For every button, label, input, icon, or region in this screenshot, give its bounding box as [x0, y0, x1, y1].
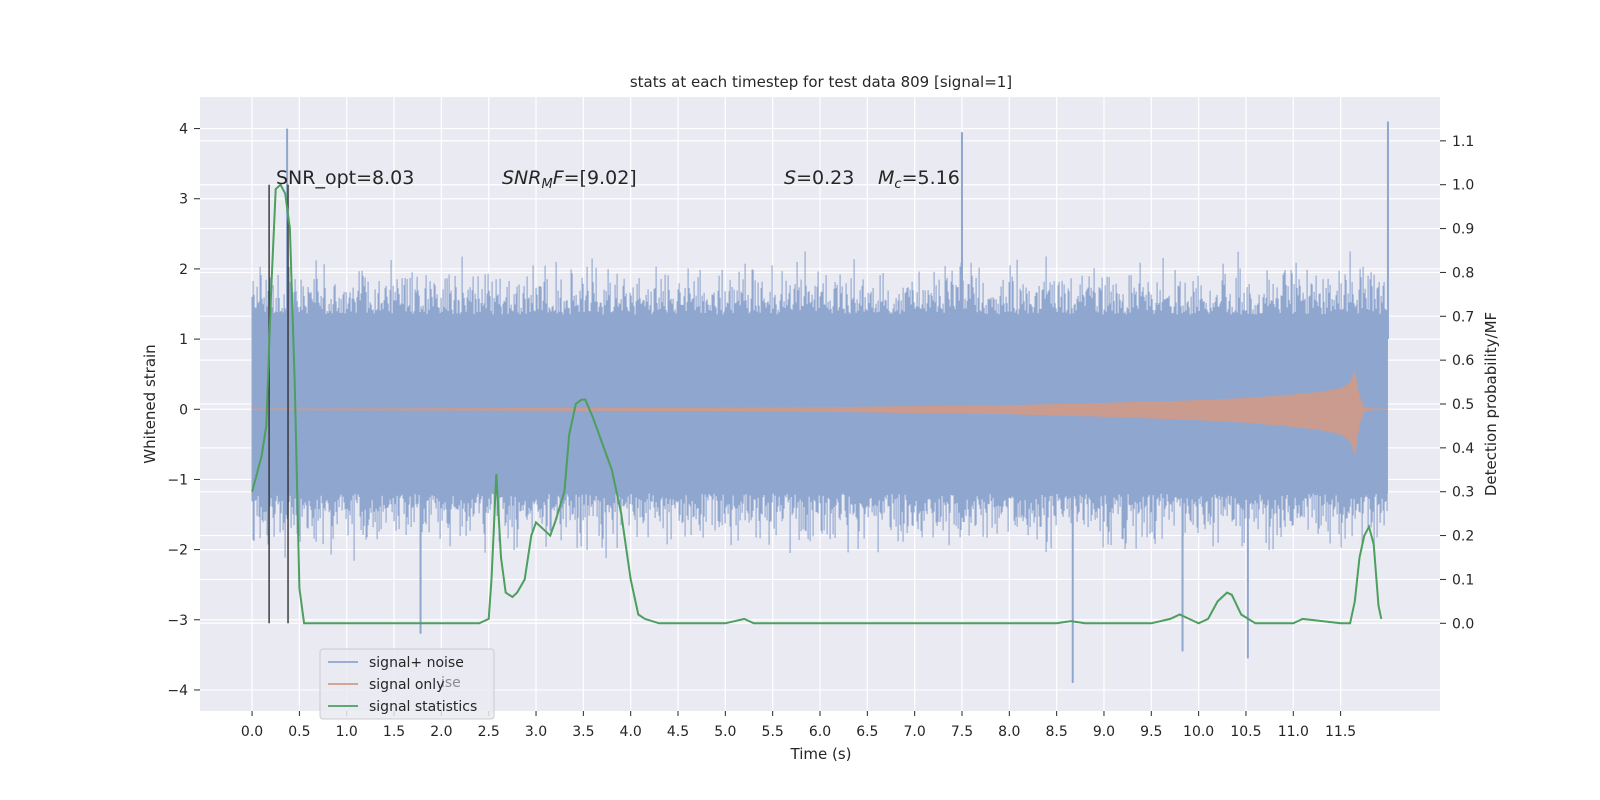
annotation-s: S=0.23: [784, 167, 854, 189]
legend-label-signal-only: signal only: [369, 677, 444, 693]
signal-only-series: [252, 370, 1388, 456]
x-tick-label: 9.5: [1140, 724, 1162, 740]
y-right-tick-label: 1.0: [1452, 178, 1474, 194]
y-right-tick-label: 0.7: [1452, 309, 1474, 325]
x-tick-label: 6.5: [856, 724, 878, 740]
x-tick-label: 2.0: [430, 724, 452, 740]
y-tick-label: 1: [179, 332, 188, 348]
y-right-tick-label: 0.9: [1452, 222, 1474, 238]
x-tick-label: 2.5: [478, 724, 500, 740]
x-tick-label: 1.5: [383, 724, 405, 740]
y-tick-label: 0: [179, 402, 188, 418]
x-tick-label: 4.0: [620, 724, 642, 740]
annotation-snr-mf: SNRMF=[9.02]: [502, 167, 637, 192]
x-tick-label: 1.0: [336, 724, 358, 740]
x-tick-label: 10.5: [1230, 724, 1261, 740]
signal-statistics-line: [251, 183, 1383, 625]
x-tick-label: 0.5: [288, 724, 310, 740]
y-tick-label: 3: [179, 192, 188, 208]
legend: ise signal+ noise signal only signal sta…: [319, 648, 495, 720]
y-right-tick-label: 1.1: [1452, 134, 1474, 150]
y-right-tick-label: 0.2: [1452, 529, 1474, 545]
y-axis-label: Whitened strain: [141, 344, 159, 463]
x-tick-label: 6.0: [809, 724, 831, 740]
y-axis-right-ticks: 1.1 1.0 0.9 0.8 0.7 0.6 0.5 0.4 0.3 0.2 0.1 0.0: [1440, 134, 1474, 632]
annotation-snr-opt: SNR_opt=8.03: [276, 167, 414, 189]
y-tick-label: 4: [179, 122, 188, 138]
x-tick-label: 9.0: [1093, 724, 1115, 740]
legend-box: [319, 648, 495, 720]
chart-title: stats at each timestep for test data 809…: [630, 73, 1012, 91]
legend-label-signal-noise: signal+ noise: [369, 655, 464, 671]
x-tick-label: 3.0: [525, 724, 547, 740]
x-tick-label: 5.0: [714, 724, 736, 740]
y-tick-label: −4: [167, 683, 188, 699]
x-tick-label: 11.5: [1325, 724, 1356, 740]
y-right-tick-label: 0.1: [1452, 572, 1474, 588]
y-right-tick-label: 0.5: [1452, 397, 1474, 413]
y-axis-right-label: Detection probability/MF: [1482, 312, 1500, 496]
signal-only-envelope: [252, 370, 1388, 456]
x-tick-label: 8.5: [1046, 724, 1068, 740]
y-tick-label: −3: [167, 613, 188, 629]
y-right-tick-label: 0.8: [1452, 265, 1474, 281]
y-right-tick-label: 0.0: [1452, 616, 1474, 632]
y-tick-label: 2: [179, 262, 188, 278]
x-tick-label: 4.5: [667, 724, 689, 740]
x-tick-label: 7.0: [904, 724, 926, 740]
y-right-tick-label: 0.6: [1452, 353, 1474, 369]
x-tick-label: 3.5: [572, 724, 594, 740]
y-axis-ticks: 4 3 2 1 0 −1 −2 −3 −4: [167, 122, 200, 699]
markers: [268, 184, 289, 624]
legend-label-signal-statistics: signal statistics: [369, 699, 477, 715]
legend-ghost-text: ise: [441, 675, 461, 691]
y-right-tick-label: 0.4: [1452, 441, 1474, 457]
x-tick-label: 7.5: [951, 724, 973, 740]
x-tick-label: 0.0: [241, 724, 263, 740]
annotation-mc: Mc=5.16: [878, 167, 960, 192]
y-right-tick-label: 0.3: [1452, 485, 1474, 501]
y-tick-label: −1: [167, 472, 188, 488]
x-axis-label: Time (s): [790, 745, 852, 763]
x-tick-label: 10.0: [1183, 724, 1214, 740]
x-tick-label: 5.5: [762, 724, 784, 740]
signal-statistics-series: [251, 183, 1383, 625]
x-tick-label: 8.0: [998, 724, 1020, 740]
x-tick-label: 11.0: [1278, 724, 1309, 740]
y-tick-label: −2: [167, 543, 188, 559]
x-axis-ticks: 0.0 0.5 1.0 1.5 2.0 2.5 3.0 3.5 4.0 4.5 5.0 5.5 6.0 6…: [241, 711, 1356, 740]
